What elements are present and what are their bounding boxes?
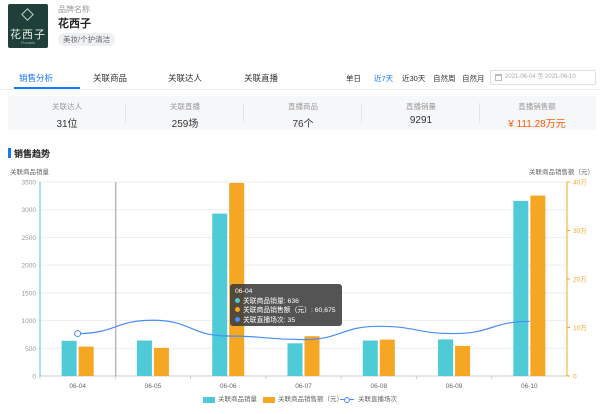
stat-value: 9291 xyxy=(409,115,433,126)
brand-logo: 花西子 Florasis xyxy=(8,4,48,48)
bar-sales-volume xyxy=(287,343,303,376)
stat-value: 31位 xyxy=(56,119,78,130)
stat-label: 直播商品 xyxy=(288,102,318,111)
left-axis-tick-label: 1500 xyxy=(22,290,37,297)
stat-live-sales-amount: 直播销售额 ¥ 111.28万元 xyxy=(478,96,596,130)
x-axis-tick-label: 06-10 xyxy=(521,383,538,390)
legend-swatch xyxy=(203,397,215,403)
bar-sales-amount xyxy=(229,182,245,376)
tooltip-row: 关联直播场次: 35 xyxy=(235,316,337,326)
analysis-tabs: 销售分析 关联商品 关联达人 关联直播 xyxy=(0,64,340,92)
range-last-30-days[interactable]: 近30天 xyxy=(402,74,426,83)
bar-sales-volume xyxy=(438,339,454,376)
stat-label: 直播销量 xyxy=(406,102,436,111)
sales-trend-chart[interactable]: 0 500 1000 1500 2000 2500 3000 3500 0 10万 20万 30万 40… xyxy=(0,172,600,391)
line-point-live-sessions xyxy=(74,330,82,338)
stat-divider xyxy=(243,103,244,123)
tab-related-influencers[interactable]: 关联达人 xyxy=(168,73,203,83)
stat-divider xyxy=(361,103,362,123)
right-axis-tick-label: 20万 xyxy=(573,276,587,284)
logo-diamond-icon xyxy=(21,8,34,21)
logo-subtext: Florasis xyxy=(20,40,35,45)
stats-panel: 关联达人 31位 关联直播 259场 直播商品 76个 直播销量 9291 直播… xyxy=(8,96,596,130)
x-axis-tick-label: 06-09 xyxy=(446,383,463,390)
left-axis-tick-label: 0 xyxy=(32,374,36,381)
tooltip-row: 关联商品销量: 636 xyxy=(235,297,337,307)
stat-label: 直播销售额 xyxy=(518,102,556,111)
tab-related-products[interactable]: 关联商品 xyxy=(93,73,128,83)
stat-related-influencers: 关联达人 31位 xyxy=(8,96,126,130)
tooltip-row: 关联商品销售额（元）: 60,675 xyxy=(235,306,337,316)
legend-circle-icon xyxy=(344,396,350,403)
range-natural-week[interactable]: 自然周 xyxy=(433,74,456,83)
bar-sales-amount xyxy=(530,195,546,376)
left-axis-tick-label: 3500 xyxy=(22,180,37,187)
tab-sales-analysis[interactable]: 销售分析 xyxy=(19,73,54,83)
chart-legend: 关联商品销量 关联商品销售额（元） 关联直播场次 xyxy=(0,394,600,408)
legend-swatch xyxy=(263,397,275,403)
stat-value: ¥ 111.28万元 xyxy=(508,119,566,130)
logo-text: 花西子 xyxy=(10,28,46,41)
left-axis-tick-label: 2500 xyxy=(22,235,37,242)
right-axis-title: 关联商品销售额（元） xyxy=(529,169,594,176)
stat-live-sales-volume: 直播销量 9291 xyxy=(362,96,480,130)
brand-category-tag: 美妆/个护清洁 xyxy=(58,33,116,46)
stat-label: 关联直播 xyxy=(170,102,200,111)
brand-name: 花西子 xyxy=(58,18,91,30)
bar-sales-volume xyxy=(61,340,77,376)
active-tab-indicator xyxy=(14,87,80,89)
stat-value: 76个 xyxy=(292,119,314,130)
section-marker xyxy=(8,148,11,158)
line-live-sessions xyxy=(77,319,530,341)
stat-divider xyxy=(479,103,480,123)
stat-value: 259场 xyxy=(171,119,199,130)
section-title: 销售趋势 xyxy=(14,149,51,159)
calendar-icon xyxy=(495,74,502,81)
dot-icon xyxy=(235,297,240,303)
range-last-7-days[interactable]: 近7天 xyxy=(374,74,394,83)
left-axis-title: 关联商品销量 xyxy=(10,169,49,176)
x-axis-tick-label: 06-08 xyxy=(370,383,387,390)
right-axis-tick-label: 40万 xyxy=(573,179,587,187)
bar-sales-volume xyxy=(362,340,378,376)
date-range-text: 2021-06-04 至 2021-06-10 xyxy=(505,74,576,80)
left-axis-tick-label: 2000 xyxy=(22,263,37,270)
x-axis-tick-label: 06-04 xyxy=(69,383,86,390)
bar-sales-volume xyxy=(212,213,228,376)
stat-divider xyxy=(125,103,126,123)
bar-sales-volume xyxy=(513,200,529,376)
tab-related-live[interactable]: 关联直播 xyxy=(244,73,279,83)
chart-tooltip: 06-04 关联商品销量: 636 关联商品销售额（元）: 60,675 关联直… xyxy=(230,284,342,326)
tabs-divider xyxy=(0,89,600,90)
bar-sales-volume xyxy=(136,340,152,376)
date-range-picker[interactable]: 2021-06-04 至 2021-06-10 xyxy=(490,70,596,85)
stat-label: 关联达人 xyxy=(52,102,82,111)
left-axis-tick-label: 1000 xyxy=(22,318,37,325)
bar-sales-amount xyxy=(153,347,169,376)
bar-sales-amount xyxy=(304,336,320,376)
bar-sales-amount xyxy=(455,345,471,376)
stat-related-live: 关联直播 259场 xyxy=(126,96,244,130)
right-axis-tick-label: 10万 xyxy=(573,324,587,332)
stat-live-products: 直播商品 76个 xyxy=(244,96,362,130)
right-axis-tick-label: 30万 xyxy=(573,227,587,235)
bar-sales-amount xyxy=(78,346,94,376)
x-axis-tick-label: 06-06 xyxy=(220,383,237,390)
range-single-day[interactable]: 单日 xyxy=(346,74,361,83)
x-axis-tick-label: 06-07 xyxy=(295,383,312,390)
dot-icon xyxy=(235,307,240,312)
tooltip-title: 06-04 xyxy=(235,288,253,295)
right-axis-tick-label: 0 xyxy=(573,374,577,381)
range-natural-month[interactable]: 自然月 xyxy=(462,74,485,83)
left-axis-tick-label: 3000 xyxy=(22,207,37,214)
x-axis-tick-label: 06-05 xyxy=(145,383,162,390)
left-axis-tick-label: 500 xyxy=(25,346,36,353)
bar-sales-amount xyxy=(379,339,395,376)
brand-caption: 品牌名称 xyxy=(58,5,90,14)
dot-icon xyxy=(235,316,240,322)
